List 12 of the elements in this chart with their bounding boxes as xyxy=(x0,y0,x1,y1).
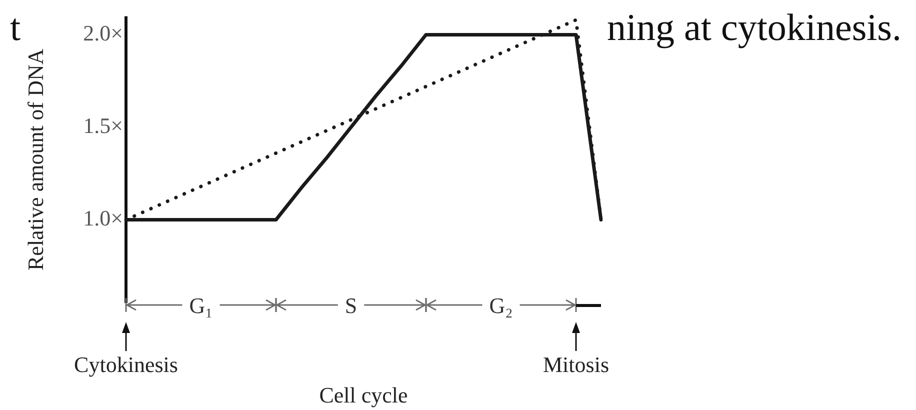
annotation: G₂ xyxy=(489,293,513,318)
y-axis-title: Relative amount of DNA xyxy=(22,48,48,270)
annotation: ning at cytokinesis. xyxy=(607,7,902,49)
x-axis-title: Cell cycle xyxy=(319,382,408,408)
x-tick-label: Mitosis xyxy=(542,352,610,377)
annotation: S xyxy=(344,293,358,318)
text: t xyxy=(10,7,21,49)
x-tick-label: Cytokinesis xyxy=(74,352,178,377)
y-tick-label: 2.0× xyxy=(83,20,123,46)
y-tick-label: 1.0× xyxy=(83,206,123,231)
y-tick-label: 1.5× xyxy=(83,113,123,138)
annotation: G₁ xyxy=(189,293,213,318)
